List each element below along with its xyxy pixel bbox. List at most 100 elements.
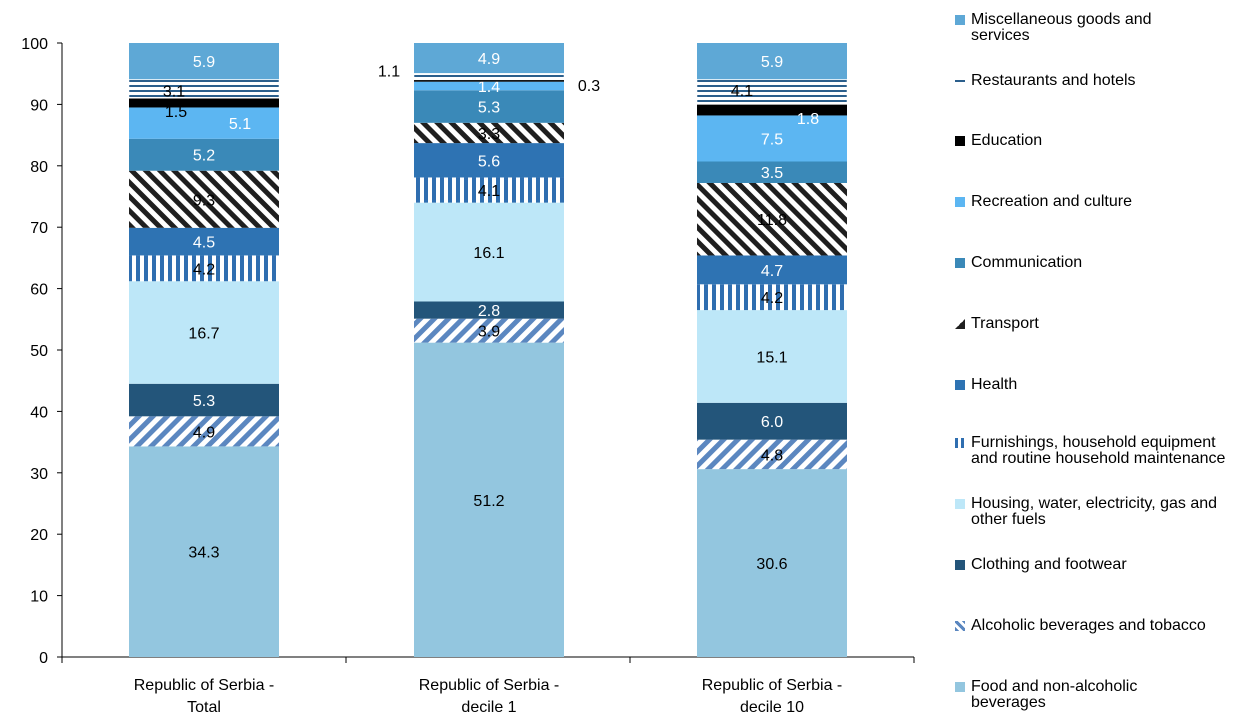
bar-segment — [129, 227, 279, 256]
legend-swatch — [955, 319, 965, 329]
legend-label: Restaurants and hotels — [971, 72, 1136, 89]
bar-segment — [129, 107, 279, 139]
bar-segment — [128, 78, 280, 99]
bar-segment — [129, 98, 279, 108]
bar-segment — [129, 383, 279, 417]
legend-label: Education — [971, 132, 1043, 149]
bar-data-label: 1.5 — [165, 104, 187, 121]
legend-swatch — [955, 438, 965, 448]
bar-segment — [129, 281, 279, 384]
y-tick-label: 0 — [39, 650, 48, 667]
bar-data-label: 4.7 — [761, 263, 783, 280]
bar-segment — [129, 138, 279, 171]
bar-segment — [129, 43, 279, 80]
bar-segment — [414, 79, 564, 82]
legend-swatch — [955, 682, 965, 692]
bar-segment — [414, 122, 564, 144]
bar-data-label: 5.1 — [229, 116, 251, 133]
bar-segment — [697, 284, 847, 311]
bar-data-label: 3.9 — [478, 324, 500, 341]
y-tick-label: 60 — [30, 282, 48, 299]
bar-data-label: 9.3 — [193, 192, 215, 209]
bar-segment — [414, 43, 564, 74]
bar-segment — [696, 78, 848, 105]
legend-label: Alcoholic beverages and tobacco — [971, 617, 1206, 634]
legend-swatch — [955, 560, 965, 570]
legend-swatch — [955, 80, 965, 82]
bar-segment — [414, 318, 564, 343]
legend-swatch — [955, 15, 965, 25]
bar-data-label: 5.3 — [478, 100, 500, 117]
legend-label: Housing, water, electricity, gas and oth… — [971, 495, 1218, 528]
bar-segment — [414, 143, 564, 178]
bar-data-label: 15.1 — [756, 349, 787, 366]
bar-segment — [697, 104, 847, 116]
bar-data-label: 4.9 — [478, 51, 500, 68]
legend-swatch — [955, 621, 965, 631]
legend-label: Food and non-alcoholic beverages — [971, 678, 1138, 711]
legend-label: Clothing and footwear — [971, 556, 1127, 573]
bar-data-label: 11.8 — [757, 212, 787, 229]
bar-segment — [129, 446, 279, 657]
bar-data-label: 5.3 — [193, 393, 215, 410]
bar-segment — [414, 81, 564, 91]
bar-segment — [414, 177, 564, 203]
bar-data-label: 5.9 — [761, 54, 783, 71]
bar-data-label: 4.2 — [761, 290, 783, 307]
bar-segment — [414, 90, 564, 123]
legend-label: Communication — [971, 254, 1083, 271]
y-tick-label: 70 — [30, 220, 48, 237]
legend-swatch — [955, 380, 965, 390]
bar-segment — [697, 439, 847, 470]
bar-segment — [129, 416, 279, 447]
bar-data-label: 5.2 — [193, 148, 215, 165]
y-tick-label: 30 — [30, 466, 48, 483]
bar-data-label: 51.2 — [473, 493, 504, 510]
legend-label: Health — [971, 376, 1018, 393]
bar-data-label: 4.8 — [761, 447, 783, 464]
bar-segment — [413, 72, 565, 81]
y-tick-label: 100 — [21, 36, 48, 53]
y-tick-label: 10 — [30, 589, 48, 606]
bar-data-label: 2.8 — [478, 303, 500, 320]
y-tick-label: 50 — [30, 343, 48, 360]
legend-label: Transport — [971, 315, 1039, 332]
legend-swatch — [955, 499, 965, 509]
bar-segment — [414, 202, 564, 302]
bar-data-label: 3.3 — [478, 126, 500, 143]
legend-swatch — [955, 136, 965, 146]
bar-segment — [697, 43, 847, 80]
legend-swatch — [955, 258, 965, 268]
bar-data-label: 4.2 — [193, 261, 215, 278]
bar-segment — [697, 182, 847, 256]
bar-data-label: 34.3 — [188, 545, 219, 562]
x-category-label: Republic of Serbia -decile 1 — [419, 677, 560, 716]
bar-segment — [414, 301, 564, 319]
bar-data-label: 1.8 — [797, 111, 819, 128]
bar-data-label: 16.7 — [188, 326, 219, 343]
bar-data-label: 4.5 — [193, 235, 215, 252]
y-tick-label: 20 — [30, 527, 48, 544]
bar-data-label: 0.3 — [578, 78, 600, 95]
bar-data-label: 1.1 — [378, 63, 400, 80]
bar-data-label: 5.9 — [193, 54, 215, 71]
bar-segment — [697, 161, 847, 183]
bar-data-label: 4.1 — [478, 183, 500, 200]
bar-segment — [697, 310, 847, 403]
bar-data-label: 3.1 — [163, 84, 185, 101]
bar-segment — [414, 342, 564, 657]
plot-area: 0 10 20 30 40 50 60 70 80 90 100 Republic of Serbia… — [21, 36, 915, 716]
legend-label: Recreation and culture — [971, 193, 1132, 210]
bar-segment — [697, 469, 847, 657]
bar-segment — [697, 255, 847, 285]
bar-data-label: 1.4 — [478, 79, 500, 96]
bar-segment — [129, 255, 279, 282]
bar-data-label: 16.1 — [473, 245, 504, 262]
bar-data-label: 3.5 — [761, 165, 783, 182]
bar-segment — [697, 402, 847, 440]
y-tick-label: 80 — [30, 159, 48, 176]
bar-data-label: 30.6 — [756, 556, 787, 573]
y-tick-label: 40 — [30, 404, 48, 421]
bar-data-label: 5.6 — [478, 153, 500, 170]
